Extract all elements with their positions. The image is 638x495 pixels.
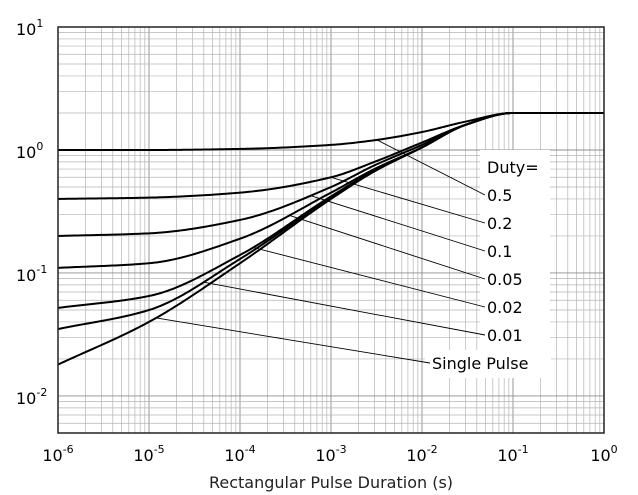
series-line <box>57 111 604 366</box>
legend-label: 0.02 <box>487 298 523 317</box>
x-tick-labels: 10-6 10-5 10-4 10-3 10-2 10-1 100 <box>42 443 617 465</box>
y-tick-label: 10-1 <box>16 263 47 285</box>
legend-label: 0.2 <box>487 214 512 233</box>
y-tick-label: 101 <box>16 17 43 39</box>
plot-frame <box>57 26 605 434</box>
x-tick-label: 10-4 <box>224 443 255 465</box>
legend-background <box>480 150 550 350</box>
x-tick-label: 10-1 <box>497 443 528 465</box>
leader-line <box>203 281 486 336</box>
x-tick-label: 10-2 <box>406 443 437 465</box>
legend-label: 0.05 <box>487 270 523 289</box>
x-tick-label: 100 <box>590 443 617 465</box>
leader-line <box>330 176 486 224</box>
legend-title: Duty= <box>487 158 539 177</box>
legend-leader-lines <box>156 139 486 364</box>
leader-line <box>253 247 486 308</box>
x-tick-label: 10-3 <box>315 443 346 465</box>
leader-line <box>156 317 431 364</box>
legend-label: 0.01 <box>487 326 523 345</box>
x-tick-label: 10-6 <box>42 443 73 465</box>
x-tick-label: 10-5 <box>133 443 164 465</box>
legend-label: Single Pulse <box>432 354 528 373</box>
x-axis-label: Rectangular Pulse Duration (s) <box>209 473 453 492</box>
legend: Duty= 0.5 0.2 0.1 0.05 0.02 0.01 Single Pulse <box>425 150 551 378</box>
leader-line <box>289 215 486 280</box>
legend-label: 0.1 <box>487 242 512 261</box>
y-tick-label: 10-2 <box>16 386 47 408</box>
legend-label-background <box>425 350 551 378</box>
leader-line <box>376 139 486 196</box>
y-tick-label: 100 <box>16 140 43 162</box>
leader-line <box>310 195 486 252</box>
y-tick-labels: 101 100 10-1 10-2 <box>16 17 47 408</box>
legend-label: 0.5 <box>487 186 512 205</box>
